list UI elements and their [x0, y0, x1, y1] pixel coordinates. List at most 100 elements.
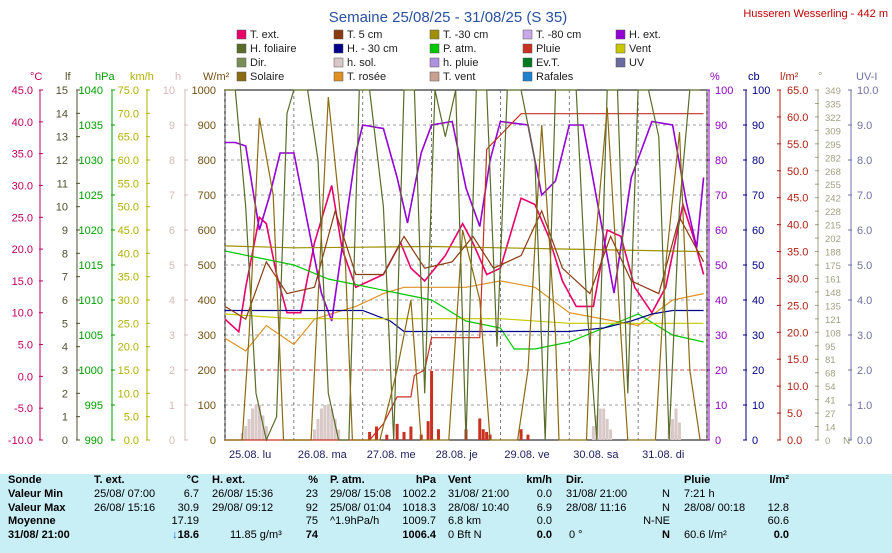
- axis-tick-label-deg: 228: [825, 207, 841, 218]
- legend-label: h. sol.: [347, 57, 376, 69]
- axis-tick-label-deg: 54: [825, 382, 836, 393]
- axis-tick-label-temp: 45.0: [12, 85, 33, 97]
- axis-tick-label-pct: 100: [715, 85, 733, 97]
- p-atm-avg: ^1.9hPa/h 1009.7: [330, 515, 436, 529]
- axis-tick-label-cb: 70: [752, 190, 764, 202]
- bar-mark: [430, 371, 434, 440]
- axis-tick-label-lf: 9: [62, 225, 68, 237]
- p-atm-max: 25/08/ 01:04 1018.3: [330, 502, 436, 516]
- axis-tick-label-kmh: 35.0: [118, 272, 139, 284]
- legend-swatch: [236, 43, 247, 54]
- x-tick-label: 29.08. ve: [504, 449, 549, 461]
- axis-tick-label-temp: 35.0: [12, 149, 33, 161]
- axis-tick-label-pct: 10: [715, 400, 727, 412]
- axis-tick-label-h: 3: [169, 330, 175, 342]
- series-line: [224, 250, 704, 350]
- axis-tick-label-pct: 0: [715, 435, 721, 447]
- axis-tick-label-hpa: 1025: [79, 190, 103, 202]
- legend-label: T. vent: [443, 71, 475, 83]
- axis-unit-uvi: UV-I: [856, 71, 877, 83]
- axis-tick-label-cb: 20: [752, 365, 764, 377]
- h-ext-unit: %: [308, 474, 318, 486]
- legend-label: T. -30 cm: [443, 29, 488, 41]
- legend-label: UV: [629, 57, 645, 69]
- bar-mark: [602, 408, 606, 440]
- axis-tick-label-uvi: 1.0: [857, 400, 872, 412]
- legend-swatch: [615, 29, 626, 40]
- legend-label: T. 5 cm: [347, 29, 382, 41]
- dir-max: 28/08/ 11:16 N: [566, 502, 670, 516]
- p-atm-min: 29/08/ 15:08 1002.2: [330, 488, 436, 502]
- p-atm-avg-value: 1009.7: [402, 515, 436, 528]
- legend-label: Solaire: [250, 71, 284, 83]
- h-ext-min-time: 26/08/ 15:36: [212, 487, 274, 500]
- x-tick-label: 28.08. je: [436, 449, 478, 461]
- bar-mark: [244, 426, 248, 440]
- axis-tick-label-lm2: 60.0: [787, 112, 808, 124]
- h-ext-max-value: 92: [305, 501, 318, 514]
- legend: T. ext. T. 5 cm T. -30 cm T. -80 cm H. ext. H…: [236, 29, 661, 83]
- p-atm-col: P. atm. hPa 29/08/ 15:08 1002.2 25/08/ 01:…: [330, 474, 436, 543]
- axis-tick-label-temp: 10.0: [12, 308, 33, 320]
- t-ext-unit: °C: [186, 474, 199, 486]
- legend-swatch: [522, 43, 533, 54]
- axis-tick-label-deg: 255: [825, 180, 841, 191]
- axis-tick-label-lf: 4: [62, 342, 68, 354]
- axis-tick-label-hpa: 995: [85, 400, 103, 412]
- axis-tick-label-lm2: 15.0: [787, 354, 808, 366]
- axis-tick-label-kmh: 75.0: [118, 85, 139, 97]
- dir-min-time: 31/08/ 21:00: [566, 487, 628, 500]
- bar-mark: [402, 431, 406, 440]
- x-tick-label: 26.08. ma: [298, 449, 348, 461]
- axis-tick-label-kmh: 15.0: [118, 365, 139, 377]
- x-tick-label: 30.08. sa: [573, 449, 619, 461]
- series-line: [224, 280, 704, 352]
- weather-chart: Semaine 25/08/25 - 31/08/25 (S 35) Husse…: [8, 8, 888, 461]
- legend-swatch: [236, 57, 247, 68]
- bar-mark: [333, 419, 337, 440]
- bar-mark: [313, 429, 317, 440]
- axis-tick-label-deg: 335: [825, 99, 841, 110]
- axis-tick-label-kmh: 55.0: [118, 178, 139, 190]
- axis-tick-label-uvi: 6.0: [857, 225, 872, 237]
- axis-tick-label-deg: 175: [825, 261, 841, 272]
- axis-tick-label-lf: 3: [62, 365, 68, 377]
- vent-header: Vent km/h: [448, 474, 552, 488]
- axis-tick-label-h: 0: [169, 435, 175, 447]
- pluie-current-value: 0.0: [773, 529, 789, 542]
- axis-tick-label-lf: 11: [57, 178, 68, 190]
- legend-label: P. atm.: [443, 43, 476, 55]
- axis-tick-label-uvi: 2.0: [857, 365, 872, 377]
- axis-tick-label-lm2: 65.0: [787, 85, 808, 97]
- bar-mark: [323, 405, 327, 440]
- station-label: Husseren Wesserling - 442 m: [743, 8, 888, 20]
- axis-unit-kmh: km/h: [130, 71, 154, 83]
- p-atm-min-time: 29/08/ 15:08: [330, 487, 392, 500]
- legend-label: T. ext.: [250, 29, 279, 41]
- bar-mark: [605, 419, 609, 440]
- axis-tick-label-hpa: 1005: [79, 330, 103, 342]
- row-label-current: 31/08/ 21:00: [8, 529, 70, 542]
- axis-tick-label-uvi: 8.0: [857, 155, 872, 167]
- axis-tick-label-pct: 20: [715, 365, 727, 377]
- legend-swatch: [615, 57, 626, 68]
- bar-mark: [254, 405, 258, 440]
- axis-tick-label-h: 8: [169, 155, 175, 167]
- axis-tick-label-lm2: 50.0: [787, 166, 808, 178]
- legend-label: h. pluie: [443, 57, 478, 69]
- axis-tick-label-lm2: 35.0: [787, 247, 808, 259]
- axis-tick-label-uvi: 4.0: [857, 295, 872, 307]
- axis-tick-label-deg: 108: [825, 328, 841, 339]
- axis-tick-label-deg: 135: [825, 301, 841, 312]
- bar-mark: [247, 419, 251, 440]
- axis-tick-label-hpa: 1000: [79, 365, 103, 377]
- legend-label: H. foliaire: [250, 43, 296, 55]
- axis-tick-label-hpa: 1040: [79, 85, 103, 97]
- axis-tick-label-hpa: 1020: [79, 225, 103, 237]
- axis-tick-label-temp: 20.0: [12, 244, 33, 256]
- axis-tick-label-lm2: 20.0: [787, 327, 808, 339]
- h-ext-max-time: 29/08/ 09:12: [212, 501, 274, 514]
- bar-mark: [264, 426, 268, 440]
- bar-mark: [598, 408, 602, 440]
- bar-mark: [674, 408, 678, 440]
